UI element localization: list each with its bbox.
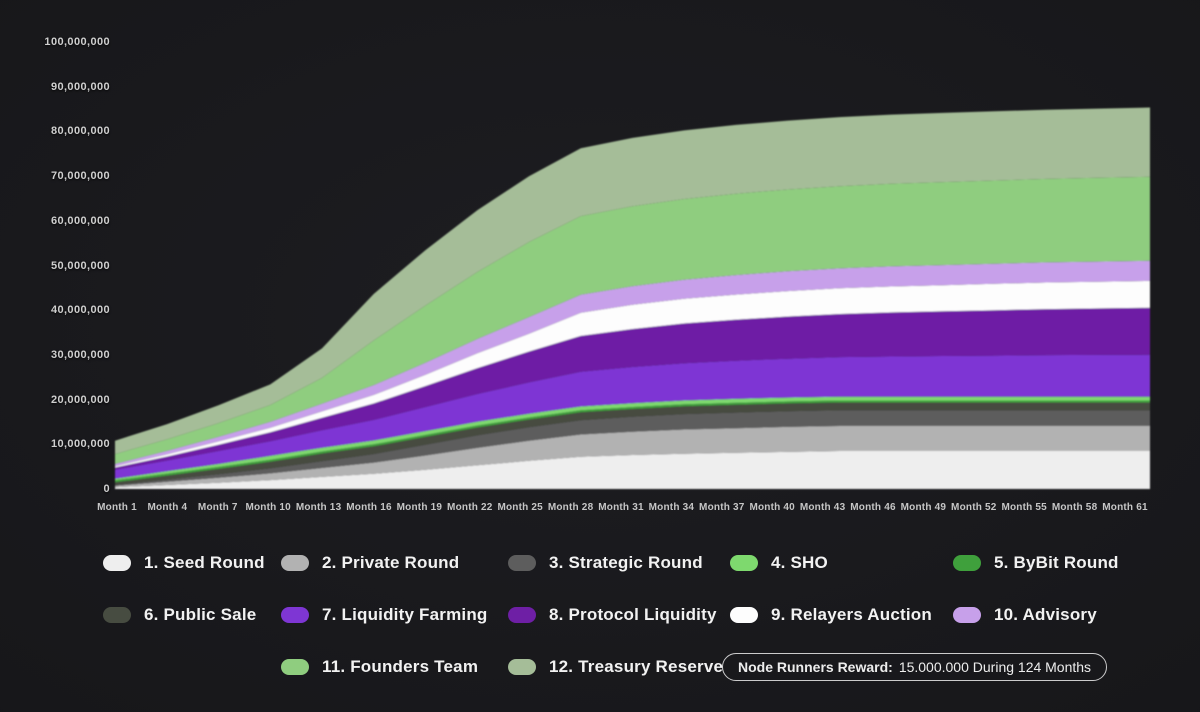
legend-swatch [508,555,536,571]
stacked-area-chart [115,107,1150,489]
x-axis-tick: Month 16 [346,502,392,513]
legend-label: 9. Relayers Auction [771,605,932,624]
x-axis-tick: Month 55 [1001,502,1047,513]
legend-label: 4. SHO [771,553,828,572]
legend-item-public-sale: 6. Public Sale [103,605,257,624]
legend-item-protocol-liquidity: 8. Protocol Liquidity [508,605,717,624]
x-axis-tick: Month 37 [699,502,745,513]
area-relayers-auction [115,280,1150,468]
y-axis-tick: 40,000,000 [50,304,110,317]
legend-label: 5. ByBit Round [994,553,1119,572]
y-axis-tick: 50,000,000 [50,259,110,272]
legend-label: 3. Strategic Round [549,553,703,572]
y-axis-tick: 70,000,000 [50,170,110,183]
legend: 1. Seed Round 2. Private Round 3. Strategi… [0,0,1200,676]
x-axis-tick: Month 10 [245,502,291,513]
legend-swatch [103,607,131,623]
x-axis-tick: Month 7 [197,502,238,513]
area-private-round [115,426,1150,488]
legend-swatch [730,555,758,571]
x-axis-tick: Month 28 [547,502,594,513]
reward-value: 15.000.000 During 124 Months [898,659,1092,675]
area-strategic-round [115,410,1150,486]
x-axis-tick: Month 31 [598,502,644,513]
legend-label: 11. Founders Team [322,657,479,676]
legend-item-liquidity-farming: 7. Liquidity Farming [281,605,488,624]
x-axis-tick: Month 40 [749,502,795,513]
y-axis-tick: 0 [103,483,110,495]
node-runners-reward-pill: Node Runners Reward: 15.000.000 During 1… [722,653,1108,681]
legend-swatch [281,659,309,675]
legend-item-bybit-round: 5. ByBit Round [953,553,1119,572]
y-axis-tick: 20,000,000 [50,393,110,406]
legend-item-private-round: 2. Private Round [281,553,460,572]
area-advisory [115,260,1150,467]
legend-label: 10. Advisory [994,605,1097,624]
legend-label: 2. Private Round [322,553,460,572]
legend-swatch [953,555,981,571]
legend-label: 1. Seed Round [144,553,265,572]
x-axis-tick: Month 13 [295,502,342,513]
x-axis-tick: Month 58 [1051,502,1098,513]
legend-item-advisory: 10. Advisory [953,605,1097,624]
area-seed-round [115,451,1150,489]
x-axis-tick: Month 49 [900,502,947,513]
legend-swatch [953,607,981,623]
x-axis-tick: Month 52 [951,502,997,513]
y-axis-tick: 80,000,000 [50,125,110,138]
y-axis-tick: 90,000,000 [50,80,110,93]
x-axis-tick: Month 34 [648,502,695,513]
y-axis-tick: 100,000,000 [44,36,110,48]
x-axis-tick: Month 4 [147,502,188,513]
y-axis-tick: 60,000,000 [50,214,110,227]
legend-item-founders-team: 11. Founders Team [281,657,479,676]
legend-label: 8. Protocol Liquidity [549,605,717,624]
legend-swatch [281,555,309,571]
area-founders-team [115,176,1150,465]
legend-item-seed-round: 1. Seed Round [103,553,265,572]
area-protocol-liquidity [115,307,1150,470]
reward-label: Node Runners Reward: [738,659,893,675]
area-treasury-reserve [115,107,1150,455]
x-axis: Month 1 Month 4 Month 7 Month 10 Month 13 Mon… [0,502,1200,520]
legend-item-relayers-auction: 9. Relayers Auction [730,605,932,624]
legend-item-strategic-round: 3. Strategic Round [508,553,703,572]
legend-label: 12. Treasury Reserve [549,657,724,676]
x-axis-tick: Month 61 [1102,502,1148,513]
legend-label: 7. Liquidity Farming [322,605,488,624]
x-axis-tick: Month 22 [447,502,493,513]
x-axis-tick: Month 46 [850,502,896,513]
legend-item-treasury-reserve: 12. Treasury Reserve [508,657,724,676]
y-axis-tick: 10,000,000 [50,438,110,451]
x-axis-tick: Month 25 [497,502,543,513]
legend-swatch [508,607,536,623]
legend-swatch [281,607,309,623]
area-liquidity-farming [115,354,1150,479]
x-axis-tick: Month 1 [97,502,137,513]
y-axis-tick: 30,000,000 [50,348,110,361]
x-axis-tick: Month 43 [799,502,846,513]
y-axis: 100,000,000 90,000,000 80,000,000 70,000,00… [0,0,110,530]
legend-swatch [508,659,536,675]
legend-item-sho: 4. SHO [730,553,828,572]
legend-swatch [103,555,131,571]
legend-label: 6. Public Sale [144,605,257,624]
legend-swatch [730,607,758,623]
x-axis-tick: Month 19 [396,502,443,513]
